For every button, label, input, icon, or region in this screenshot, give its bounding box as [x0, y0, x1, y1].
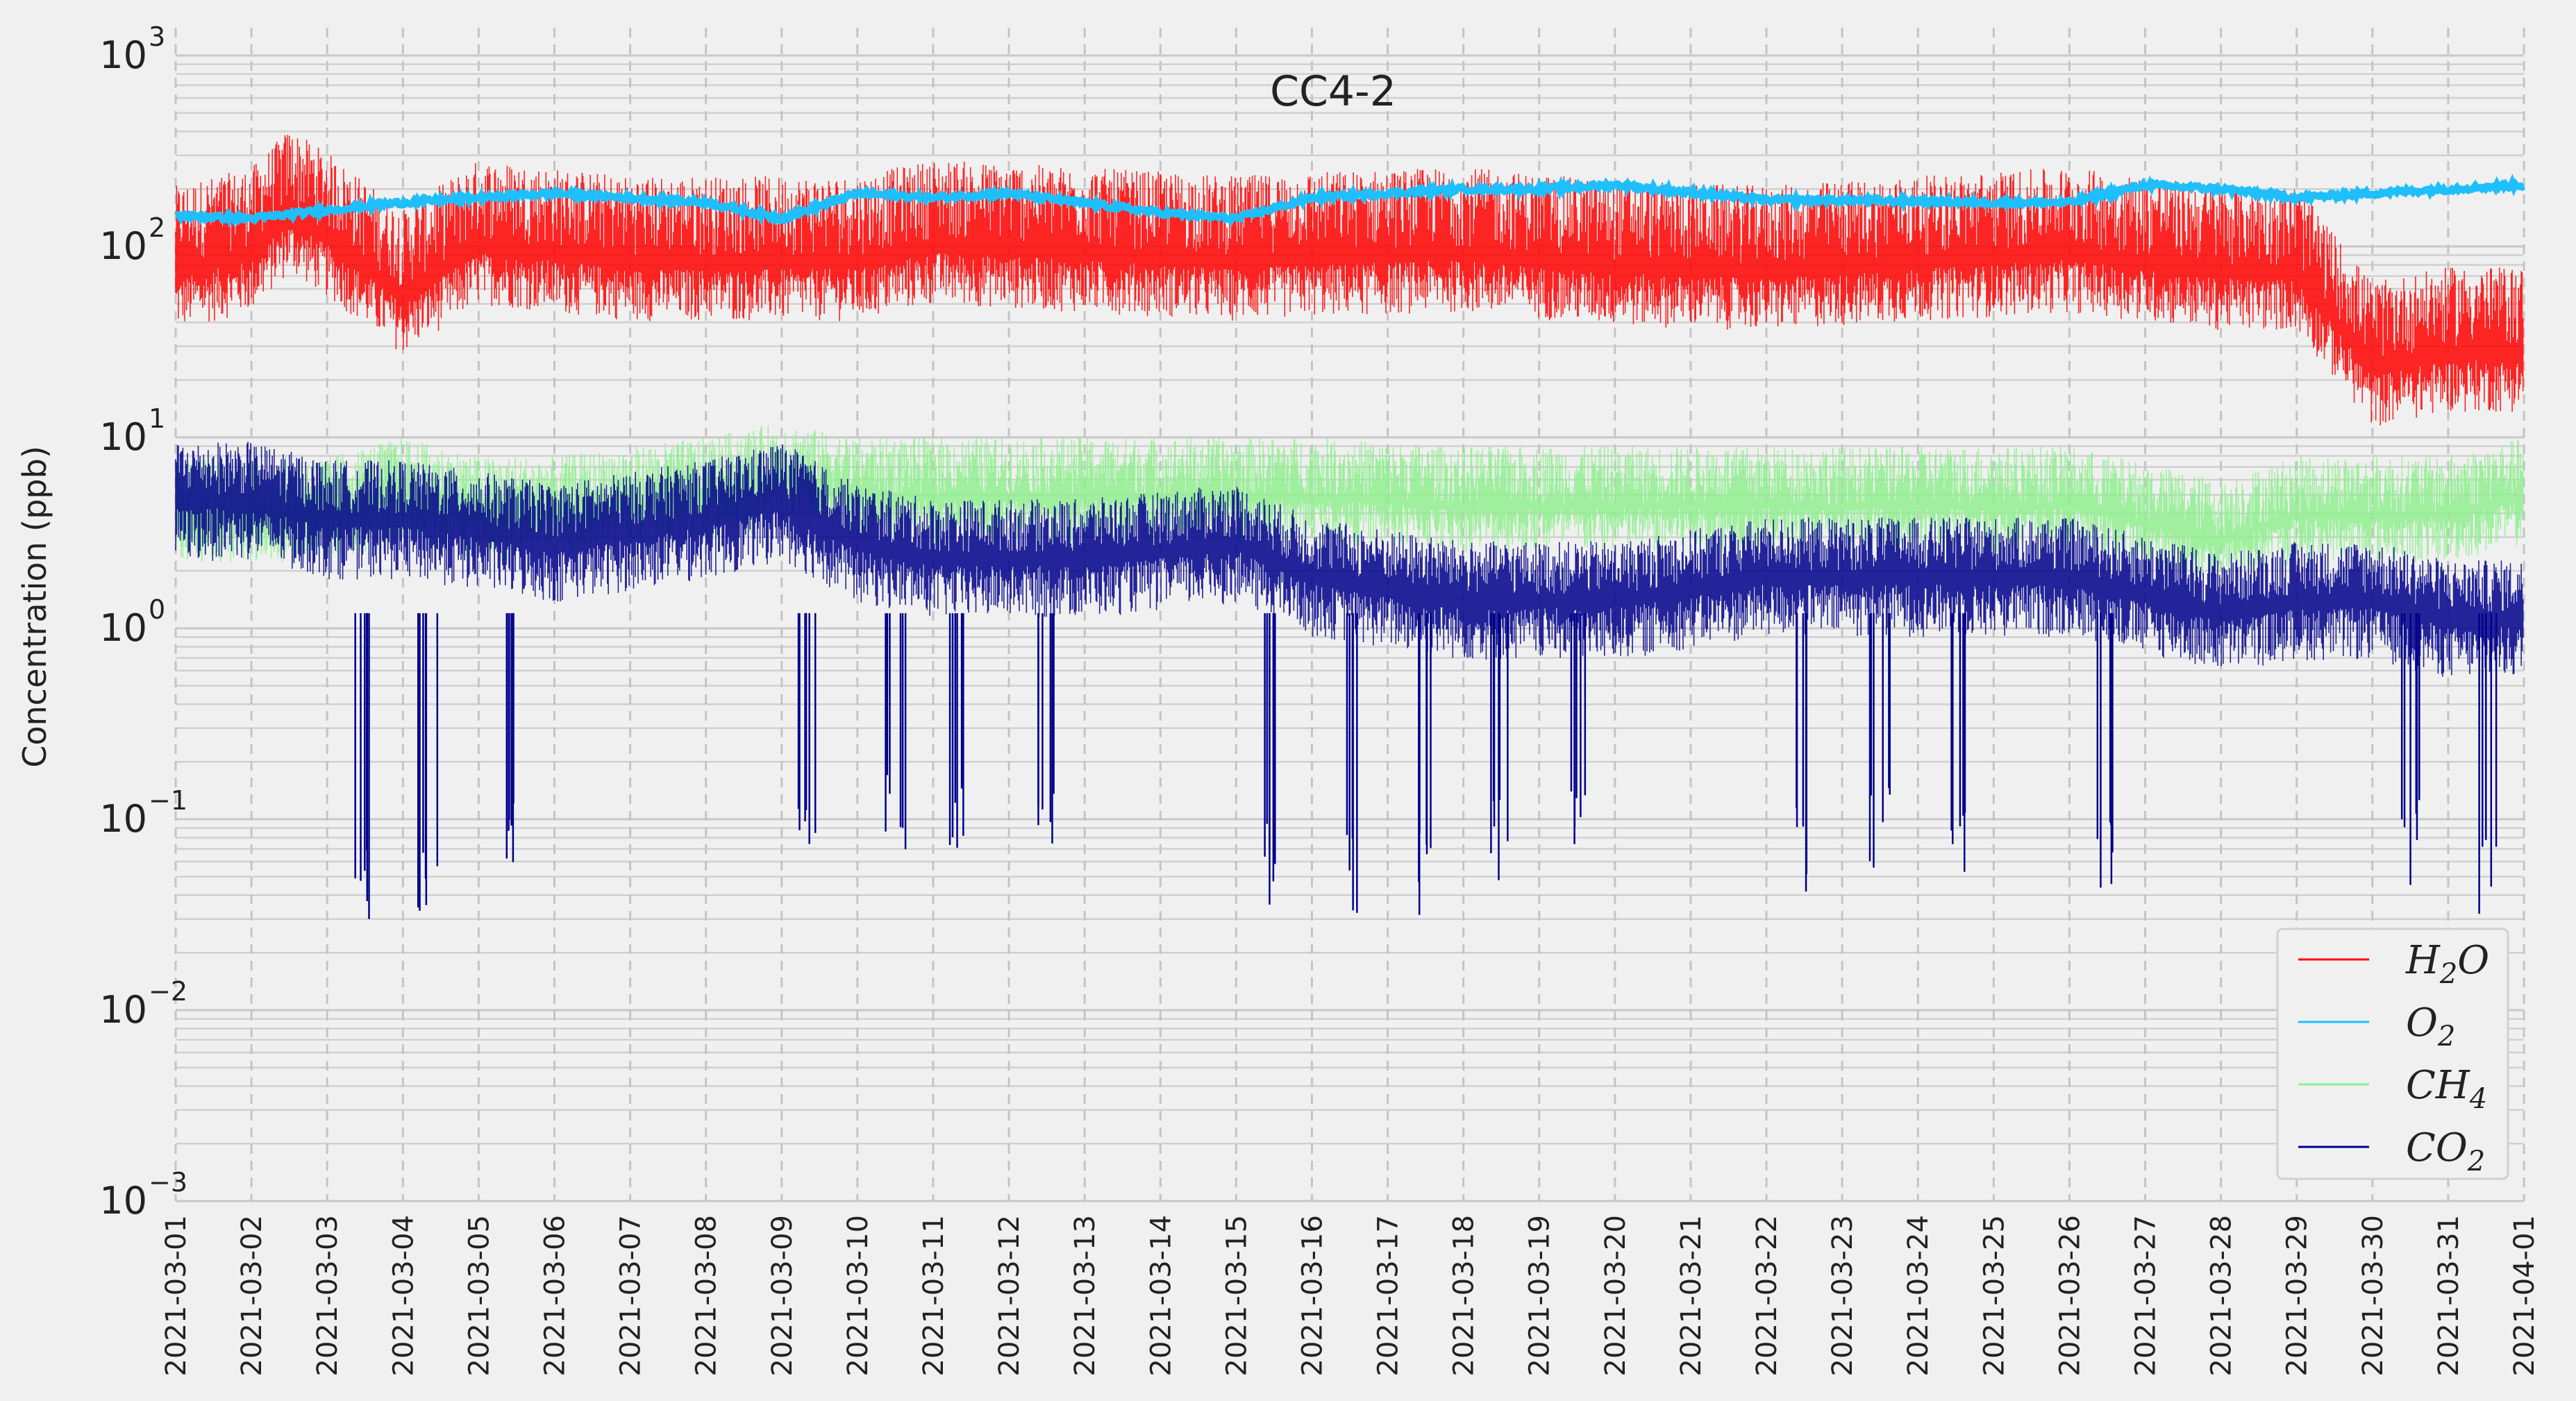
x-tick-label: 2021-03-08	[691, 1215, 723, 1376]
legend-label: CO2	[2406, 1125, 2485, 1177]
x-tick-label: 2021-03-30	[2357, 1215, 2389, 1376]
legend-box	[2276, 928, 2509, 1180]
series-band-h2o	[175, 135, 2524, 426]
x-tick-label: 2021-04-01	[2509, 1215, 2541, 1376]
y-tick-exponent: 3	[149, 22, 165, 52]
x-tick-label: 2021-03-29	[2282, 1215, 2314, 1376]
x-tick-label: 2021-03-20	[1600, 1215, 1632, 1376]
x-tick-label: 2021-03-07	[615, 1215, 647, 1376]
y-tick-exponent: −3	[149, 1167, 187, 1198]
x-tick-label: 2021-03-18	[1448, 1215, 1480, 1376]
x-tick-label: 2021-03-31	[2433, 1215, 2465, 1376]
chart-title: CC4-2	[1270, 67, 1396, 116]
y-tick-label: 10	[99, 415, 147, 459]
x-tick-label: 2021-03-13	[1069, 1215, 1101, 1376]
y-tick-label: 10	[99, 797, 147, 841]
x-tick-label: 2021-03-24	[1902, 1215, 1934, 1376]
x-tick-label: 2021-03-06	[540, 1215, 571, 1376]
y-tick-exponent: 2	[149, 212, 165, 243]
x-tick-label: 2021-03-14	[1145, 1215, 1177, 1376]
y-tick-exponent: 0	[149, 594, 165, 625]
x-tick-label: 2021-03-04	[387, 1215, 419, 1376]
x-tick-label: 2021-03-10	[842, 1215, 874, 1376]
legend-label: H2O	[2405, 938, 2489, 990]
y-tick-exponent: 1	[149, 403, 165, 434]
x-tick-label: 2021-03-27	[2130, 1215, 2162, 1376]
x-tick-label: 2021-03-03	[312, 1215, 344, 1376]
co2-dips	[354, 613, 2498, 919]
series-o2	[174, 174, 2526, 228]
series-co2	[175, 442, 2524, 677]
x-tick-label: 2021-03-28	[2206, 1215, 2238, 1376]
series-layer	[174, 135, 2526, 919]
x-tick-label: 2021-03-11	[918, 1215, 950, 1376]
y-tick-exponent: −2	[149, 976, 187, 1007]
x-tick-label: 2021-03-17	[1373, 1215, 1405, 1376]
x-tick-label: 2021-03-09	[767, 1215, 798, 1376]
x-tick-label: 2021-03-22	[1751, 1215, 1783, 1376]
x-tick-label: 2021-03-05	[463, 1215, 495, 1376]
y-tick-label: 10	[99, 606, 147, 650]
y-tick-label: 10	[99, 33, 147, 77]
x-tick-label: 2021-03-12	[994, 1215, 1026, 1376]
x-tick-label: 2021-03-26	[2054, 1215, 2086, 1376]
x-tick-label: 2021-03-21	[1675, 1215, 1707, 1376]
y-tick-exponent: −1	[149, 785, 187, 816]
legend-label: O2	[2406, 1000, 2455, 1052]
x-tick-label: 2021-03-15	[1221, 1215, 1253, 1376]
legend-label: CH4	[2406, 1063, 2487, 1115]
y-tick-label: 10	[99, 988, 147, 1032]
series-band-co2	[175, 442, 2524, 677]
legend: H2O O2 CH4 CO2	[2276, 928, 2509, 1180]
series-line-o2	[174, 174, 2526, 228]
y-axis-label: Concentration (ppb)	[16, 446, 53, 768]
y-tick-label: 10	[99, 1179, 147, 1223]
x-tick-label: 2021-03-23	[1827, 1215, 1859, 1376]
x-tick-label: 2021-03-01	[160, 1215, 192, 1376]
x-tick-label: 2021-03-02	[236, 1215, 268, 1376]
y-tick-label: 10	[99, 224, 147, 268]
x-tick-label: 2021-03-25	[1978, 1215, 2010, 1376]
x-tick-label: 2021-03-16	[1297, 1215, 1329, 1376]
x-tick-label: 2021-03-19	[1524, 1215, 1556, 1376]
series-h2o	[175, 135, 2524, 426]
